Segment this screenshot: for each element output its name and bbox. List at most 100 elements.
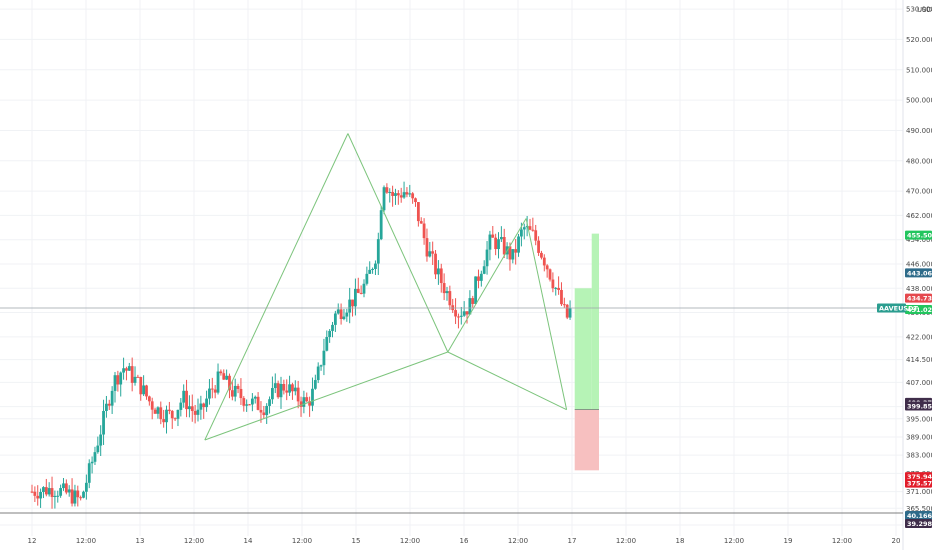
candle-body <box>565 304 569 318</box>
profit-zone <box>574 288 592 410</box>
price-badge <box>905 293 932 303</box>
candle-body <box>511 249 515 260</box>
price-badge <box>905 268 932 278</box>
y-tick-label: 395.000 <box>906 415 932 423</box>
candle-body <box>548 269 552 280</box>
candle-body <box>142 385 146 395</box>
candle-body <box>356 288 360 293</box>
candle-body <box>125 368 128 371</box>
candle-body <box>265 405 269 416</box>
candle-body <box>354 288 357 307</box>
candle-body <box>359 292 363 294</box>
candle-body <box>230 390 234 397</box>
candle-body <box>534 230 538 241</box>
candle-body <box>245 404 249 406</box>
candle-body <box>250 398 254 405</box>
price-badge <box>905 401 932 411</box>
candle-body <box>428 251 432 257</box>
price-badge <box>905 478 932 488</box>
price-badge-label: 443.061 <box>907 269 932 277</box>
candle-body <box>434 253 437 275</box>
candle-body <box>219 371 223 374</box>
x-tick-label: 12:00 <box>292 537 312 545</box>
candle-body <box>202 403 206 408</box>
candle-body <box>488 234 492 250</box>
price-badge-label: 40.166 <box>907 512 932 520</box>
candle-body <box>116 375 120 385</box>
candle-body <box>388 191 392 193</box>
y-tick-label: 500.000 <box>906 97 932 105</box>
candle-body <box>179 402 183 410</box>
candle-body <box>394 193 397 196</box>
candle-body <box>222 373 226 380</box>
candle-body <box>56 495 60 497</box>
y-tick-label: 422.000 <box>906 333 932 341</box>
candle-body <box>568 308 572 318</box>
x-tick-label: 16 <box>460 537 469 545</box>
candle-body <box>288 384 291 393</box>
candle-body <box>351 299 354 307</box>
candle-body <box>557 287 561 290</box>
candle-body <box>322 350 326 366</box>
y-tick-label: 438.000 <box>906 285 932 293</box>
candle-body <box>162 419 166 423</box>
x-tick-label: 18 <box>676 537 685 545</box>
candle-body <box>228 375 231 391</box>
candle-body <box>485 249 489 267</box>
candle-body <box>365 273 369 284</box>
x-tick-label: 12:00 <box>832 537 852 545</box>
candle-body <box>416 202 420 222</box>
price-badge <box>905 519 932 528</box>
candle-body <box>457 316 460 318</box>
y-tick-label: 383.000 <box>906 452 932 460</box>
candle-body <box>190 406 194 412</box>
candle-body <box>70 489 74 504</box>
candle-body <box>271 388 274 400</box>
candle-body <box>313 380 317 389</box>
y-tick-label: 490.000 <box>906 127 932 135</box>
candle-body <box>525 226 529 228</box>
pattern-leg <box>204 133 349 441</box>
candle-body <box>385 187 389 193</box>
candle-body <box>76 490 80 498</box>
candle-body <box>273 383 277 389</box>
candle-body <box>82 491 85 498</box>
candle-body <box>342 316 346 320</box>
candle-body <box>47 488 51 495</box>
candle-body <box>296 387 300 402</box>
x-tick-label: 12:00 <box>400 537 420 545</box>
candle-body <box>562 304 566 306</box>
candle-body <box>239 388 243 399</box>
candle-body <box>50 488 54 497</box>
price-badge <box>905 511 932 520</box>
candle-body <box>465 311 469 315</box>
candle-body <box>205 398 208 408</box>
candle-body <box>236 385 240 389</box>
candle-body <box>462 311 466 316</box>
candle-body <box>494 237 498 250</box>
y-tick-label: 480.000 <box>906 157 932 165</box>
candle-body <box>336 309 340 314</box>
candle-body <box>159 407 163 420</box>
candle-body <box>331 324 334 331</box>
candle-body <box>379 210 383 240</box>
candle-body <box>193 411 197 415</box>
pattern-leg <box>525 218 568 410</box>
price-badge-label: 434.737 <box>907 295 932 303</box>
price-badge-label: 375.578 <box>907 479 932 487</box>
candle-body <box>268 399 271 406</box>
price-badge <box>905 304 932 314</box>
candle-body <box>93 452 97 462</box>
candle-body <box>156 407 160 414</box>
x-tick-label: 12:00 <box>184 537 204 545</box>
x-tick-label: 12:00 <box>76 537 96 545</box>
y-tick-label: 371.000 <box>906 488 932 496</box>
candle-body <box>391 191 395 196</box>
candle-body <box>130 366 134 383</box>
candle-body <box>256 396 260 410</box>
candle-body <box>291 384 294 392</box>
candle-body <box>136 376 140 378</box>
candle-body <box>396 193 400 196</box>
